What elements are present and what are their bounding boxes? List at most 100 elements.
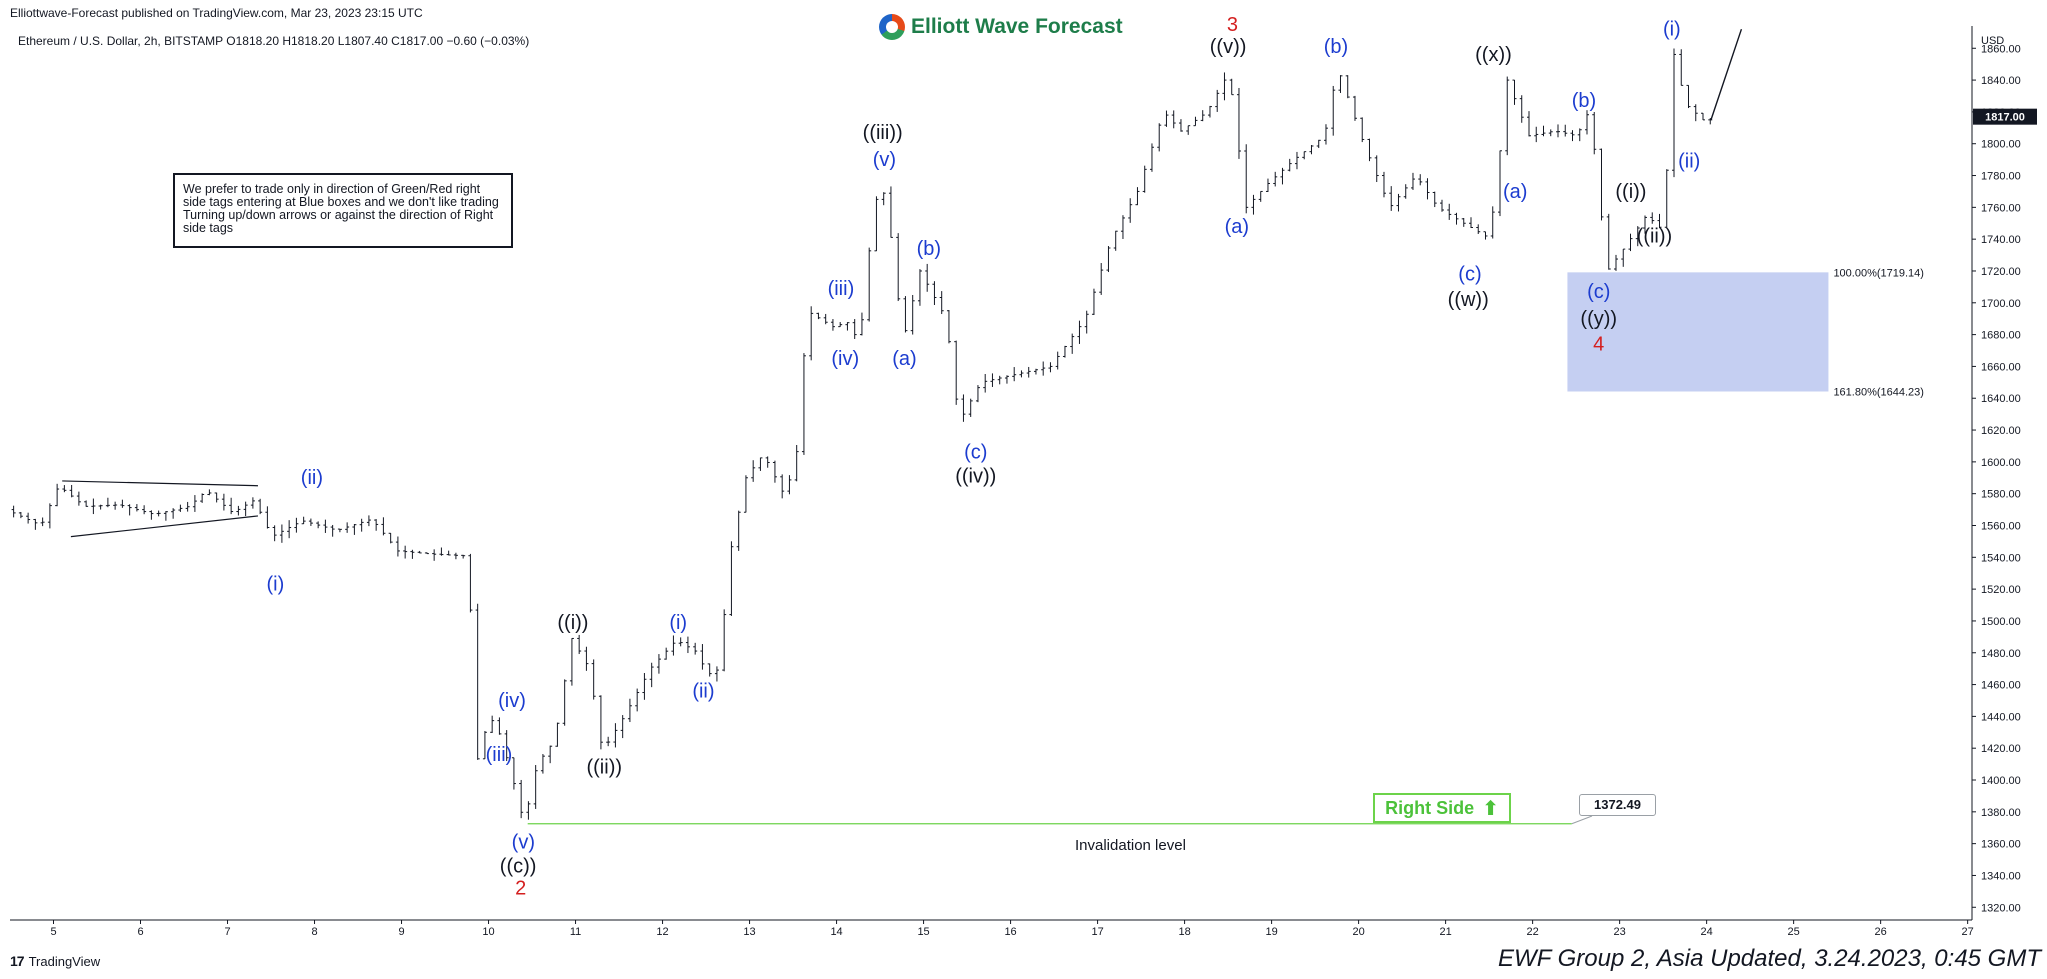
- y-tick-label: 1760.00: [1981, 202, 2021, 214]
- fib-zone-box: [1567, 272, 1829, 392]
- chart-frame: [10, 26, 1973, 921]
- y-tick-label: 1580.00: [1981, 489, 2021, 501]
- published-header: Elliottwave-Forecast published on Tradin…: [10, 6, 423, 20]
- fib-top-label: 100.00%(1719.14): [1833, 267, 1924, 279]
- projection-line: [1710, 28, 1743, 121]
- wave-label: 3: [1227, 14, 1238, 36]
- y-tick-label: 1640.00: [1981, 393, 2021, 405]
- y-tick-label: 1680.00: [1981, 330, 2021, 342]
- x-tick-label: 13: [743, 926, 755, 938]
- y-tick-label: 1480.00: [1981, 648, 2021, 660]
- trading-note: We prefer to trade only in direction of …: [173, 173, 513, 248]
- x-tick-label: 17: [1091, 926, 1103, 938]
- wave-label: ((i)): [557, 612, 588, 634]
- price-bars: [11, 48, 1713, 820]
- y-tick-label: 1540.00: [1981, 552, 2021, 564]
- wave-label: ((w)): [1448, 289, 1489, 311]
- up-arrow-icon: ⬆: [1482, 797, 1499, 820]
- wave-labels: (i)(ii)(iii)(iv)(v)((c))2((i))((ii))(i)(…: [266, 14, 1700, 900]
- y-tick-label: 1800.00: [1981, 139, 2021, 151]
- x-tick-label: 18: [1178, 926, 1190, 938]
- y-tick-label: 1620.00: [1981, 425, 2021, 437]
- x-tick-label: 9: [398, 926, 404, 938]
- tradingview-logo[interactable]: 17 TradingView: [10, 953, 100, 969]
- wave-label: ((iv)): [955, 466, 996, 488]
- x-tick-label: 19: [1265, 926, 1277, 938]
- triangle-lower-line: [70, 515, 259, 538]
- y-tick-label: 1780.00: [1981, 171, 2021, 183]
- x-tick-label: 8: [311, 926, 317, 938]
- y-tick-label: 1740.00: [1981, 234, 2021, 246]
- wave-label: ((v)): [1210, 36, 1247, 58]
- y-tick-label: 1380.00: [1981, 807, 2021, 819]
- last-price-label: 1817.00: [1985, 112, 2025, 124]
- wave-label: ((y)): [1580, 308, 1617, 330]
- wave-label: (c): [1458, 264, 1481, 286]
- x-tick-label: 20: [1352, 926, 1364, 938]
- y-axis[interactable]: USD 1320.00 1340.00 1360.00 1380.00 1400.00 14…: [1972, 35, 2021, 914]
- y-tick-label: 1840.00: [1981, 75, 2021, 87]
- y-tick-label: 1600.00: [1981, 457, 2021, 469]
- wave-label: (iii): [486, 744, 513, 766]
- x-tick-label: 5: [50, 926, 56, 938]
- invalidation-tag-pointer: [1571, 815, 1593, 825]
- wave-label: 4: [1593, 334, 1604, 356]
- fib-bottom-label: 161.80%(1644.23): [1833, 387, 1924, 399]
- x-tick-label: 23: [1613, 926, 1625, 938]
- brand-name: Elliott Wave Forecast: [911, 15, 1123, 38]
- x-tick-label: 6: [137, 926, 143, 938]
- wave-label: ((iii)): [863, 122, 903, 144]
- triangle-upper-line: [62, 480, 258, 487]
- wave-label: (i): [669, 612, 687, 634]
- y-tick-label: 1320.00: [1981, 902, 2021, 914]
- wave-label: (a): [892, 348, 916, 370]
- right-side-label: Right Side: [1385, 797, 1475, 818]
- y-tick-label: 1400.00: [1981, 775, 2021, 787]
- symbol-info: Ethereum / U.S. Dollar, 2h, BITSTAMP O18…: [18, 34, 530, 48]
- wave-label: (ii): [301, 467, 323, 489]
- x-tick-label: 27: [1962, 926, 1974, 938]
- fib-zone-layer: 100.00%(1719.14) 161.80%(1644.23): [1567, 267, 1924, 399]
- wave-label: (iii): [828, 278, 855, 300]
- wave-label: (iv): [831, 348, 859, 370]
- y-tick-label: 1560.00: [1981, 520, 2021, 532]
- y-tick-label: 1420.00: [1981, 743, 2021, 755]
- wave-label: (a): [1503, 181, 1527, 203]
- x-tick-label: 12: [656, 926, 668, 938]
- ewf-logo-icon: [879, 14, 905, 40]
- wave-label: ((c)): [500, 855, 537, 877]
- wave-label: (v): [873, 149, 896, 171]
- last-price-tag: 1817.00: [1973, 108, 2037, 125]
- wave-label: (ii): [692, 680, 714, 702]
- wave-label: (i): [1663, 19, 1681, 41]
- x-tick-label: 14: [830, 926, 842, 938]
- x-tick-label: 24: [1701, 926, 1713, 938]
- x-tick-label: 25: [1788, 926, 1800, 938]
- x-axis[interactable]: 5 6 7 8 9 10 11 12 13 14 15 16 17 18 19 20 21 22 23 24 25 26 2…: [50, 920, 1974, 938]
- tradingview-label: TradingView: [28, 953, 101, 969]
- wave-label: 2: [515, 878, 526, 900]
- drawings: [62, 28, 1743, 825]
- brand[interactable]: Elliott Wave Forecast: [879, 14, 1123, 40]
- tradingview-icon: 17: [10, 953, 25, 969]
- invalidation-label: Invalidation level: [1075, 837, 1186, 854]
- y-tick-label: 1460.00: [1981, 680, 2021, 692]
- y-tick-label: 1660.00: [1981, 361, 2021, 373]
- x-tick-label: 22: [1526, 926, 1538, 938]
- wave-label: (b): [917, 238, 941, 260]
- wave-label: (a): [1225, 216, 1249, 238]
- wave-label: (iv): [498, 690, 526, 712]
- wave-label: (v): [512, 831, 535, 853]
- y-tick-label: 1500.00: [1981, 616, 2021, 628]
- y-tick-label: 1340.00: [1981, 870, 2021, 882]
- wave-label: (b): [1572, 90, 1596, 112]
- wave-label: ((ii)): [586, 757, 622, 779]
- y-axis-currency: USD: [1981, 35, 2004, 47]
- last-price-box: [1973, 108, 2037, 125]
- update-footer: EWF Group 2, Asia Updated, 3.24.2023, 0:…: [1498, 945, 2041, 972]
- x-tick-label: 16: [1004, 926, 1016, 938]
- right-side-tag: Right Side ⬆: [1373, 793, 1511, 823]
- y-tick-label: 1720.00: [1981, 266, 2021, 278]
- wave-label: ((x)): [1475, 44, 1512, 66]
